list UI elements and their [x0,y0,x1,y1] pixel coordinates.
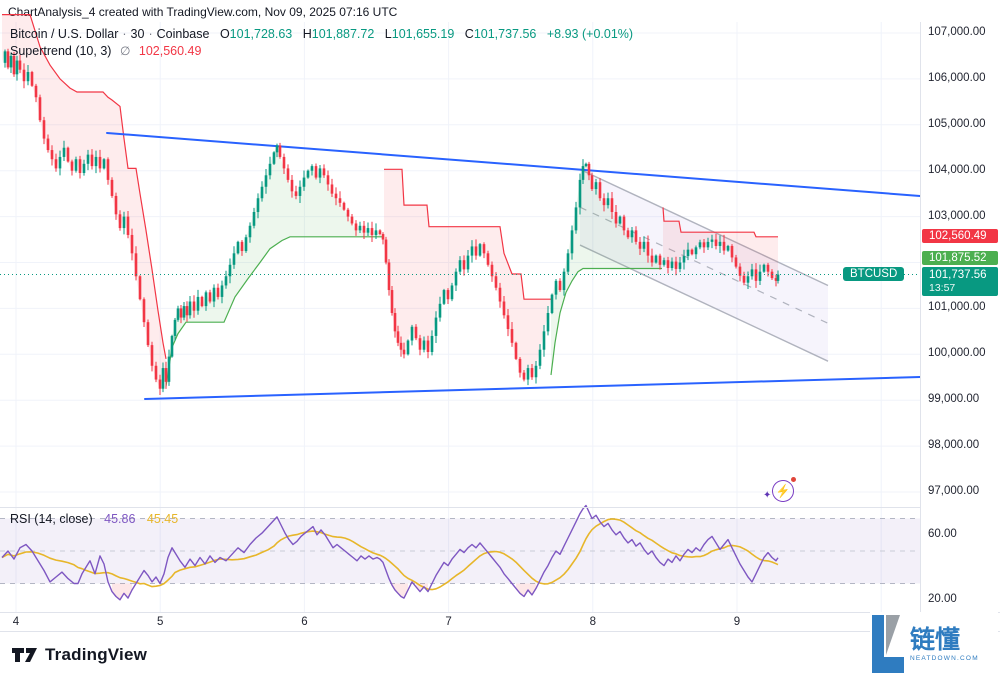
rsi-pane [0,504,920,601]
rsi-legend[interactable]: RSI (14, close) 45.86 45.45 [10,512,178,526]
trendlines [106,131,921,400]
supertrend-down-price-badge: 102,560.49 [922,228,998,243]
watermark-site-text: NEATDOWN.COM [910,654,979,662]
open-label: O [219,27,230,41]
price-tick-label: 105,000.00 [928,117,986,130]
watermark-cn-text: 链懂 [910,625,961,654]
price-tick-label: 103,000.00 [928,209,986,222]
time-tick-label: 4 [12,616,20,628]
hidden-value-icon: ∅ [119,44,131,58]
time-tick-label: 8 [589,616,596,628]
export-attribution: ChartAnalysis_4 created with TradingView… [8,5,398,19]
close-label: C [464,27,474,41]
price-tick-label: 97,000.00 [928,485,980,497]
price-tick-label: 98,000.00 [928,439,980,452]
supertrend-name: Supertrend (10, 3) [10,44,112,58]
time-tick-label: 6 [301,616,308,628]
supertrend-value: 102,560.49 [138,44,202,58]
price-tick-label: 100,000.00 [928,347,986,360]
time-tick-label: 5 [156,616,164,628]
footer-bar: TradingView [0,631,1000,678]
tradingview-brand-link[interactable]: TradingView [12,645,147,665]
rsi-ma-line [1,518,779,591]
low-label: L [384,27,392,41]
rsi-ma-value: 45.45 [146,512,179,526]
gridlines [0,22,920,612]
rsi-tick-label: 20.00 [928,592,957,605]
pane-borders [0,22,1000,613]
symbol-price-tag: BTCUSD [843,266,905,281]
bar-countdown: 13:57 [929,281,956,294]
interval: 30 [130,27,145,41]
rsi-value: 45.86 [104,512,136,526]
sparkle-icon: ✦ [763,490,772,501]
tradingview-logo-icon [12,648,37,662]
spark-button[interactable]: ✦ ⚡ [763,477,797,509]
supertrend-indicator [2,14,778,389]
parallel-channel [579,168,829,362]
price-tick-label: 104,000.00 [928,163,986,176]
lightning-icon: ⚡ [770,478,796,504]
last-price-badge: 101,737.56 13:57 [922,266,998,296]
rsi-tick-label: 60.00 [928,527,957,540]
candles-group [3,48,780,396]
price-tick-label: 107,000.00 [928,26,986,38]
open-value: 101,728.63 [229,27,293,41]
watermark: 链懂 NEATDOWN.COM [870,612,998,676]
price-tick-label: 106,000.00 [928,71,986,84]
rsi-name: RSI (14, close) [10,512,93,526]
change-value: +8.93 (+0.01%) [546,27,634,41]
symbol-name: Bitcoin / U.S. Dollar [10,27,119,41]
supertrend-legend[interactable]: Supertrend (10, 3) ∅ 102,560.49 [10,44,201,58]
high-value: 101,887.72 [311,27,375,41]
exchange: Coinbase [156,27,210,41]
notification-dot [791,477,796,482]
chart-canvas[interactable] [0,0,1000,631]
last-price: 101,737.56 [929,268,987,281]
rsi-line [1,504,779,601]
close-value: 101,737.56 [473,27,537,41]
time-tick-label: 7 [445,616,452,628]
high-label: H [302,27,312,41]
price-tick-label: 101,000.00 [928,301,986,314]
supertrend-up-price-badge: 101,875.52 [922,251,998,266]
brand-name: TradingView [45,645,148,664]
low-value: 101,655.19 [391,27,455,41]
neatdown-logo-icon [872,615,904,673]
symbol-legend[interactable]: Bitcoin / U.S. Dollar · 30 · Coinbase O101,7… [10,27,634,41]
time-tick-label: 9 [733,616,741,628]
price-tick-label: 99,000.00 [928,393,980,406]
